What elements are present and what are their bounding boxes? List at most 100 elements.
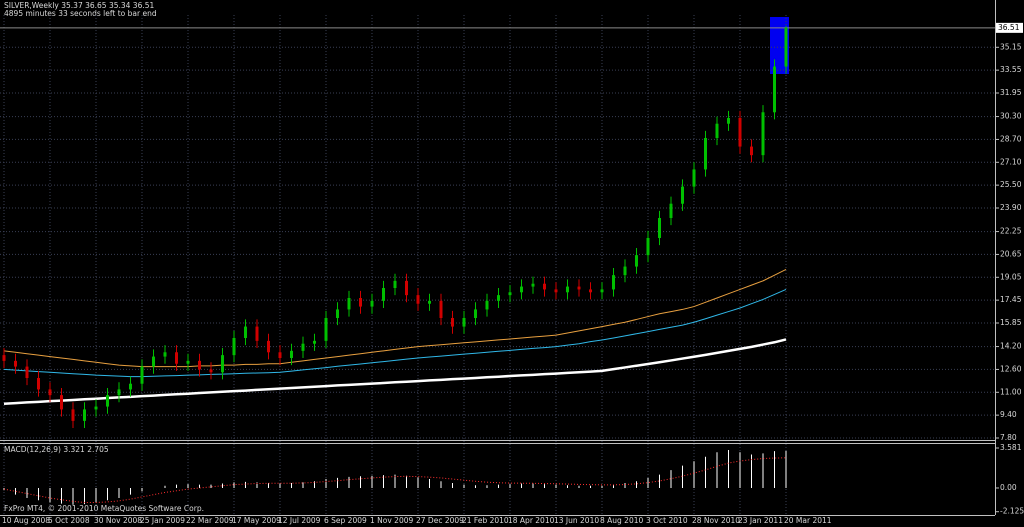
candle-body [543,283,546,290]
x-tick-label: 5 Oct 2008 [48,516,90,525]
y-tick-label: -2.125 [1000,507,1024,516]
footer: FxPro MT4, © 2001-2010 MetaQuotes Softwa… [4,504,204,513]
y-tick-label: 0.00 [1000,483,1017,492]
candle-body [25,366,29,378]
candle-body [451,318,454,327]
candle-body [761,112,765,156]
candle-body [313,340,316,344]
y-tick-label: 30.30 [1000,112,1022,121]
candle-body [324,318,328,341]
candle-body [727,118,730,124]
candle-body [623,266,627,276]
current-price-box [996,22,1023,33]
candle-body [508,292,512,296]
candle-body [773,66,776,113]
candle-body [2,355,6,361]
x-tick-label: 6 Sep 2009 [324,516,367,525]
candle-body [152,356,155,367]
y-tick-label: 28.70 [1000,134,1022,143]
y-tick-label: 7.80 [1000,433,1017,442]
x-tick-label: 30 Nov 2008 [94,516,142,525]
candle-body [497,295,500,301]
y-tick-label: 3.581 [1000,443,1022,452]
x-tick-label: 23 Jan 2011 [738,516,783,525]
candle-body [163,352,167,357]
candle-body [681,186,684,204]
candle-body [704,138,707,170]
chart-title: SILVER,Weekly 35.37 36.65 35.34 36.51 [4,1,155,10]
y-tick-label: 23.90 [1000,203,1022,212]
y-tick-label: 14.20 [1000,342,1022,351]
candle-body [474,309,477,318]
x-tick-label: 12 Jul 2009 [278,516,321,525]
current-price-label: 36.51 [998,23,1020,32]
y-tick-label: 9.40 [1000,410,1017,419]
candle-body [117,389,121,396]
x-tick-label: 1 Nov 2009 [370,516,413,525]
x-tick-label: 17 May 2009 [232,516,281,525]
candle-body [60,395,63,410]
candle-body [382,288,385,301]
candle-body [531,283,535,287]
chart-subtitle: 4895 minutes 33 seconds left to bar end [4,9,157,18]
y-tick-label: 20.65 [1000,249,1022,258]
y-tick-label: 31.95 [1000,88,1022,97]
indicator-title: MACD(12,26,9) 3.321 2.705 [4,445,109,454]
candle-body [738,118,742,147]
x-tick-label: 21 Feb 2010 [462,516,509,525]
candle-body [267,340,270,353]
signal-line [3,457,787,503]
candle-body [37,378,40,390]
y-tick-label: 27.10 [1000,157,1022,166]
candle-body [209,369,213,373]
y-tick-label: 33.55 [1000,65,1022,74]
candle-body [140,366,144,384]
candle-body [405,280,408,296]
y-tick-label: 22.25 [1000,227,1022,236]
candle-body [347,298,351,310]
candle-body [301,343,305,351]
candle-body [290,350,293,358]
candle-body [106,395,109,407]
candle-body [14,360,17,367]
candle-body [669,203,673,218]
candle-body [646,238,650,256]
x-tick-label: 20 Mar 2011 [784,516,832,525]
x-tick-label: 18 Apr 2010 [508,516,555,525]
moving-average-line [3,288,787,378]
y-tick-label: 15.85 [1000,318,1022,327]
y-tick-label: 25.50 [1000,180,1022,189]
candle-body [428,300,431,304]
candle-body [255,326,259,341]
candle-body [692,169,696,187]
candle-body [612,275,615,290]
x-tick-label: 3 Oct 2010 [646,516,688,525]
x-tick-label: 10 Aug 2008 [2,516,50,525]
candle-body [635,255,638,267]
candle-body [485,300,489,310]
x-tick-label: 22 Mar 2009 [186,516,234,525]
candle-body [370,300,374,307]
y-tick-label: 17.45 [1000,295,1022,304]
candle-body [221,355,224,373]
candle-body [393,280,397,288]
candle-body [186,360,190,364]
candle-body [577,286,581,290]
x-tick-label: 25 Jan 2009 [140,516,185,525]
candle-body [750,146,753,156]
candle-body [715,123,719,138]
moving-average-line [3,338,787,405]
candle-body [71,409,75,421]
candle-body [94,406,98,410]
candle-body [658,218,661,238]
candle-body [359,298,362,307]
candle-body [232,338,236,356]
y-tick-label: 19.05 [1000,272,1022,281]
candle-body [589,289,592,293]
x-tick-label: 8 Aug 2010 [600,516,643,525]
y-tick-label: 12.60 [1000,364,1022,373]
candle-body [462,318,466,327]
candle-body [566,286,569,293]
